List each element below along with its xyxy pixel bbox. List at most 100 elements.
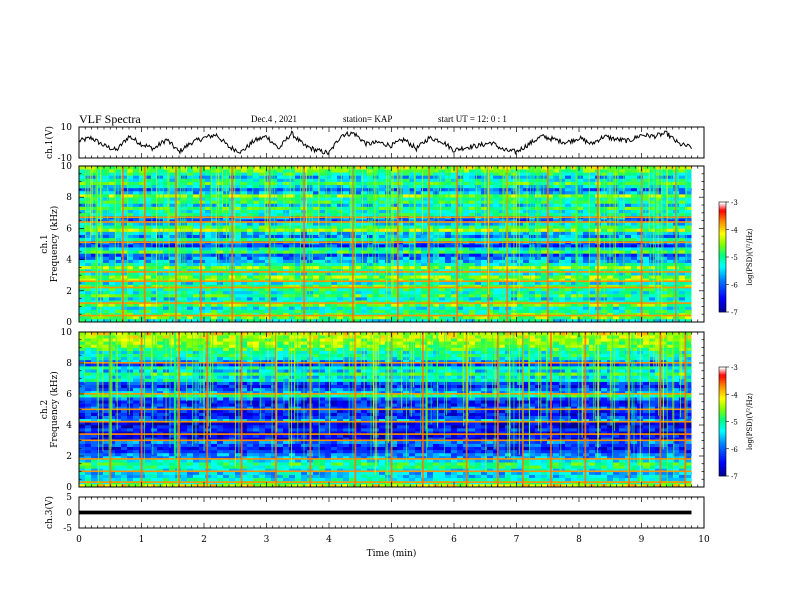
ch1-colorbar-label: log(PSD)(V²/Hz)	[746, 228, 754, 285]
ch1-top-ticks	[78, 166, 705, 171]
sferic-spike	[328, 332, 330, 435]
sferic-spike	[175, 166, 177, 322]
sferic-spike	[538, 332, 540, 431]
sferic-spike	[460, 166, 462, 293]
sferic-spike	[145, 166, 147, 198]
sferic-spike	[614, 166, 616, 274]
sferic-spike	[186, 332, 188, 402]
sferic-spike	[425, 332, 427, 432]
sferic-spike	[110, 332, 112, 446]
date-label: Dec.4 , 2021	[251, 114, 297, 124]
sferic-spike	[370, 166, 372, 227]
ch2-transmitter-line	[79, 458, 692, 460]
sferic-spike	[271, 332, 273, 453]
sferic-spike	[626, 332, 628, 382]
sferic-spike	[291, 332, 293, 468]
sferic-spike	[97, 332, 99, 484]
ch3-ytick: -5	[63, 524, 72, 534]
sferic-spike	[413, 166, 415, 286]
sferic-spike	[437, 332, 439, 427]
sferic-spike	[348, 332, 350, 435]
x-tick-label: 3	[264, 535, 270, 545]
sferic-spike	[507, 332, 509, 460]
sferic-spike	[397, 166, 399, 204]
sferic-spike	[95, 166, 97, 303]
sferic-spike	[560, 166, 562, 224]
sferic-spike	[370, 332, 372, 471]
sferic-spike	[609, 166, 611, 271]
sferic-spike	[515, 166, 517, 254]
ch2-transmitter-line	[79, 470, 692, 473]
sferic-spike	[462, 332, 464, 392]
sferic-spike	[178, 332, 180, 487]
sferic-spike	[539, 166, 541, 293]
sferic-spike	[439, 166, 441, 203]
sferic-spike	[399, 166, 401, 216]
sferic-spike	[470, 332, 472, 399]
sferic-spike	[238, 332, 240, 401]
ch1-colorbar-ticklabel: -4	[731, 227, 738, 235]
sferic-spike	[325, 166, 327, 279]
sferic-spike	[659, 332, 662, 487]
ch1-ylabel: ch.1	[40, 234, 50, 253]
sferic-spike	[343, 332, 345, 379]
sferic-spike	[391, 332, 393, 447]
sferic-spike	[150, 332, 152, 375]
sferic-spike	[467, 332, 469, 423]
ch2-transmitter-line	[79, 408, 692, 411]
sferic-spike	[179, 166, 181, 208]
x-tick-label: 1	[139, 535, 145, 545]
sferic-spike	[528, 332, 530, 400]
sferic-spike	[234, 166, 236, 242]
sferic-spike	[553, 166, 555, 218]
sferic-spike	[354, 332, 357, 487]
sferic-spike	[661, 166, 663, 321]
sferic-spike	[568, 332, 570, 424]
sferic-spike	[239, 166, 241, 244]
sferic-spike	[576, 166, 578, 271]
sferic-spike	[191, 332, 193, 446]
sferic-spike	[374, 332, 376, 475]
sferic-spike	[355, 332, 357, 377]
sferic-spike	[502, 166, 504, 318]
sferic-spike	[463, 332, 465, 427]
sferic-spike	[649, 166, 651, 283]
sferic-spike	[421, 332, 424, 487]
sferic-spike	[297, 332, 299, 443]
sferic-spike	[547, 332, 549, 425]
sferic-spike	[578, 332, 580, 473]
sferic-spike	[234, 332, 236, 467]
ch2-bottom-ticks	[78, 482, 705, 487]
ch1-transmitter-line	[79, 216, 692, 219]
sferic-spike	[484, 166, 486, 248]
sferic-spike	[200, 166, 202, 322]
x-tick-label: 2	[201, 535, 207, 545]
station-label: station= KAP	[343, 114, 393, 124]
sferic-spike	[628, 332, 630, 487]
sferic-spike	[426, 332, 428, 448]
ch1-ytick-label: 4	[66, 256, 72, 266]
sferic-spike	[368, 166, 370, 279]
sferic-spike	[113, 166, 115, 230]
x-axis-label: Time (min)	[367, 548, 417, 559]
sferic-spike	[656, 166, 658, 225]
sferic-spike	[422, 166, 424, 234]
x-tick-label: 6	[451, 535, 457, 545]
sferic-spike	[385, 166, 387, 303]
sferic-spike	[294, 332, 296, 423]
sferic-spike	[676, 166, 678, 293]
sferic-spike	[168, 166, 170, 317]
sferic-spike	[518, 332, 520, 455]
sferic-spike	[88, 166, 90, 213]
sferic-spike	[528, 332, 530, 443]
sferic-spike	[211, 166, 213, 231]
sferic-spike	[373, 166, 375, 243]
sferic-spike	[389, 166, 391, 272]
x-tick-label: 0	[76, 535, 82, 545]
sferic-spike	[408, 166, 410, 310]
sferic-spike	[309, 332, 312, 487]
sferic-spike	[529, 166, 531, 283]
sferic-spike	[299, 166, 301, 294]
sferic-spike	[354, 166, 356, 272]
